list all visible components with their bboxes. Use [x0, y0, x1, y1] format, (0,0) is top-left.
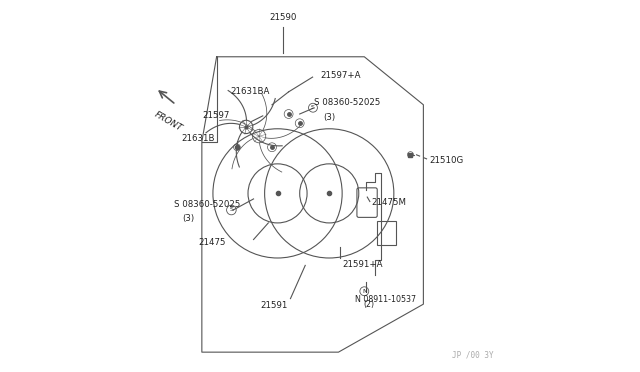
Text: 21510G: 21510G — [429, 155, 463, 165]
Bar — [377, 221, 396, 245]
Text: JP /00 3Y: JP /00 3Y — [452, 350, 493, 359]
Text: (3): (3) — [323, 113, 335, 122]
Text: 21475: 21475 — [198, 238, 226, 247]
Text: 21597+A: 21597+A — [320, 71, 360, 80]
Text: 21591: 21591 — [260, 301, 287, 310]
Text: S: S — [230, 208, 234, 212]
Text: 21590: 21590 — [269, 13, 297, 22]
Text: 21475M: 21475M — [372, 198, 406, 207]
Text: S 08360-52025: S 08360-52025 — [174, 200, 241, 209]
Text: N 08911-10537: N 08911-10537 — [355, 295, 416, 304]
Text: 21597: 21597 — [202, 110, 230, 120]
Text: 21631BA: 21631BA — [231, 87, 270, 96]
Text: 21591+A: 21591+A — [342, 260, 383, 269]
Text: S 08360-52025: S 08360-52025 — [314, 98, 381, 108]
Text: (2): (2) — [364, 301, 374, 310]
Text: N: N — [362, 289, 367, 294]
Text: S: S — [311, 105, 315, 110]
Text: FRONT: FRONT — [153, 110, 184, 134]
Text: (3): (3) — [182, 214, 195, 224]
Text: 21631B: 21631B — [181, 134, 215, 142]
